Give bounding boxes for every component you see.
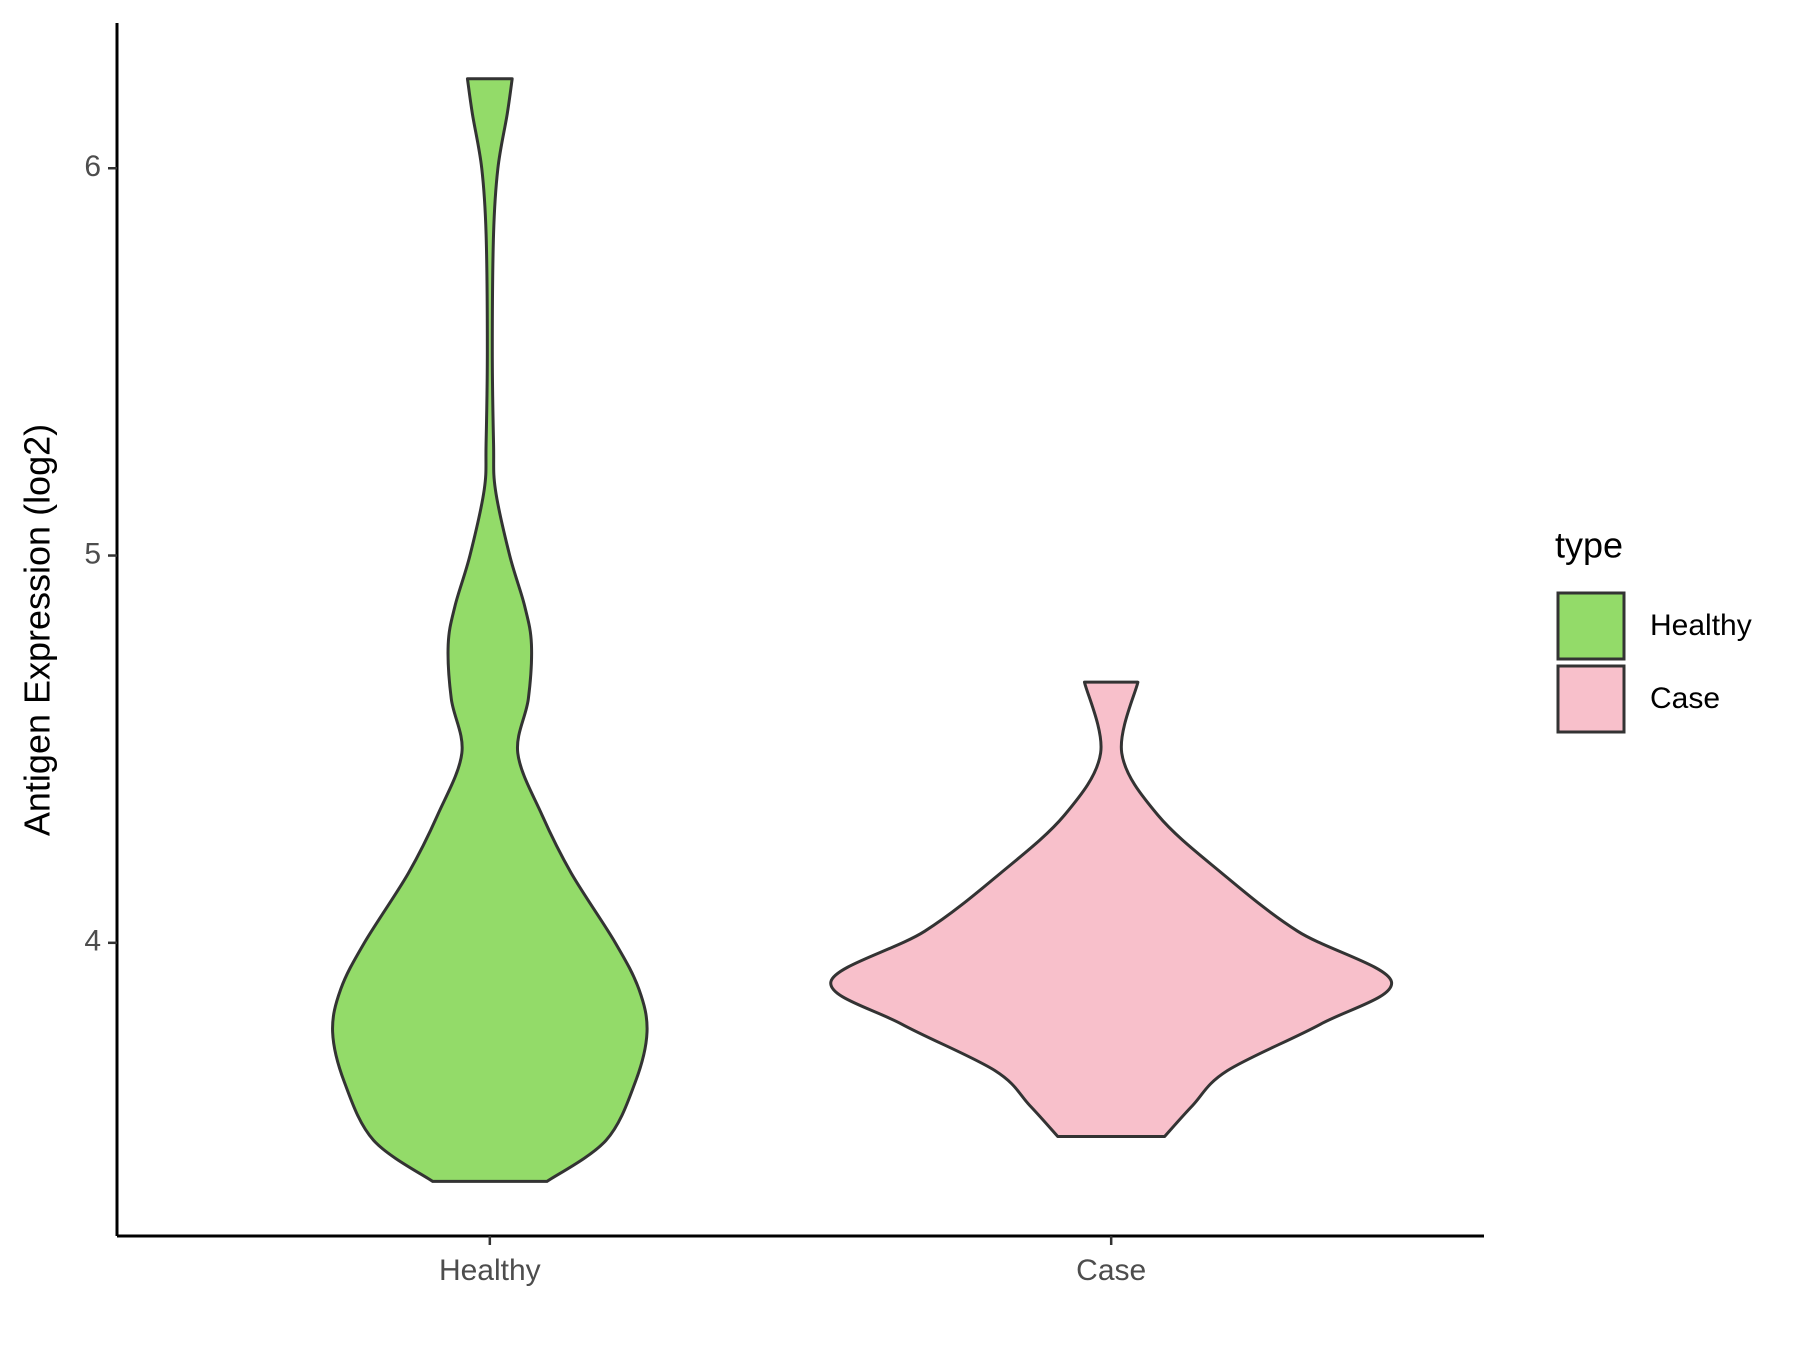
legend-key xyxy=(1556,664,1626,734)
legend-label: Case xyxy=(1650,682,1720,715)
y-tick-label: 5 xyxy=(84,537,101,570)
y-axis-label: Antigen Expression (log2) xyxy=(17,424,58,836)
legend-label: Healthy xyxy=(1650,609,1752,642)
x-tick-label: Healthy xyxy=(439,1254,541,1287)
y-tick-label: 4 xyxy=(84,925,101,958)
legend-title: type xyxy=(1555,525,1623,566)
x-tick-label: Case xyxy=(1076,1254,1146,1287)
y-tick-label: 6 xyxy=(84,150,101,183)
violin xyxy=(829,680,1393,1138)
legend-key xyxy=(1556,591,1626,661)
violin xyxy=(331,77,649,1183)
